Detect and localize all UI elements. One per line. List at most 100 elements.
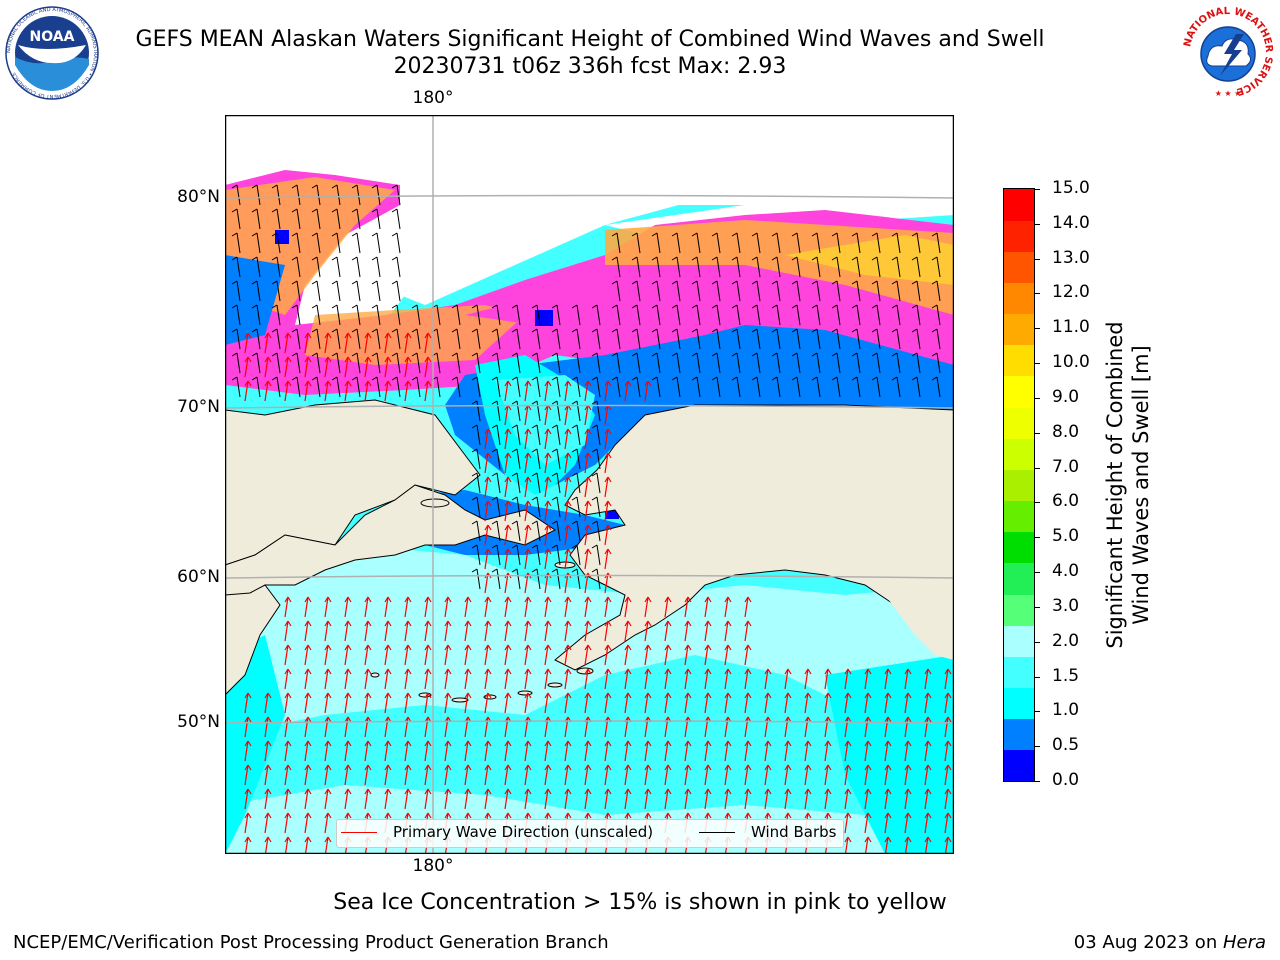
wave-arrow [504, 548, 512, 570]
wave-arrow [564, 788, 572, 810]
wave-arrow [304, 764, 312, 786]
wind-barb [691, 304, 701, 326]
wind-barb [551, 304, 561, 326]
wind-barb [531, 448, 541, 470]
legend-wave-swatch [341, 831, 377, 833]
wind-barb [551, 496, 561, 518]
wave-arrow [564, 428, 572, 450]
wave-arrow [664, 644, 672, 666]
wave-arrow [744, 644, 752, 666]
wind-barb [331, 352, 341, 374]
colorbar-segment [1004, 500, 1034, 533]
wave-arrow [764, 692, 772, 714]
wave-arrow [284, 620, 292, 642]
wave-arrow [924, 788, 932, 810]
wave-arrow [524, 644, 532, 666]
wave-arrow [884, 716, 892, 738]
wind-barb [551, 448, 561, 470]
wind-barb [391, 184, 401, 206]
colorbar-title-line2: Wind Waves and Swell [m] [1129, 345, 1153, 625]
wave-arrow [644, 620, 652, 642]
wind-barb [531, 520, 541, 542]
wind-barb [771, 280, 781, 302]
wind-barb [371, 280, 381, 302]
wave-arrow [944, 812, 952, 834]
wave-arrow [544, 788, 552, 810]
wind-barb [591, 400, 601, 422]
wave-arrow [684, 596, 692, 618]
chart-subtitle-run: 20230731 t06z 336h fcst Max: 2.93 [393, 54, 787, 79]
wind-barb [811, 232, 821, 254]
colorbar-tick-label: 1.5 [1052, 665, 1080, 686]
wind-barb [531, 424, 541, 446]
wave-arrow [244, 716, 252, 738]
wind-barb [351, 328, 361, 350]
wave-arrow [584, 692, 592, 714]
wind-barb [371, 232, 381, 254]
wave-arrow [744, 764, 752, 786]
colorbar-title: Significant Height of Combined Wind Wave… [1102, 285, 1154, 685]
colorbar-segment [1004, 251, 1034, 283]
wave-arrow [404, 740, 412, 762]
wave-arrow [484, 500, 492, 522]
wave-arrow [504, 740, 512, 762]
wave-arrow [244, 740, 252, 762]
lon-label-bottom: 180° [412, 856, 454, 876]
wave-arrow [524, 548, 532, 570]
wave-arrow [404, 620, 412, 642]
wind-barb [331, 304, 341, 326]
colorbar-segment [1004, 625, 1034, 657]
wind-barb [851, 256, 861, 278]
wave-arrow [604, 692, 612, 714]
wave-arrow [524, 764, 532, 786]
wind-barb [511, 424, 521, 446]
wave-arrow [744, 788, 752, 810]
wave-arrow [904, 812, 912, 834]
wave-arrow [364, 356, 372, 378]
wind-barb [871, 376, 881, 398]
wave-arrow [464, 764, 472, 786]
wind-barb [911, 328, 921, 350]
wave-arrow [364, 596, 372, 618]
wind-barb [231, 232, 241, 254]
wind-barb [891, 304, 901, 326]
wave-arrow [944, 788, 952, 810]
wind-barb [571, 424, 581, 446]
wind-barb [791, 352, 801, 374]
wind-barb [791, 256, 801, 278]
wind-barb [831, 256, 841, 278]
wind-barb [351, 256, 361, 278]
colorbar-tick-label: 0.0 [1052, 770, 1080, 790]
wind-barb [791, 328, 801, 350]
wind-barb [251, 232, 261, 254]
wave-arrow [764, 740, 772, 762]
wave-arrow [544, 428, 552, 450]
colorbar-tick [1034, 223, 1040, 225]
wind-barb [751, 352, 761, 374]
wave-arrow [324, 644, 332, 666]
wind-barb [251, 304, 261, 326]
wind-barb [491, 400, 501, 422]
wave-arrow [364, 380, 372, 402]
wind-barb [751, 328, 761, 350]
wave-arrow [684, 668, 692, 690]
wave-arrow [884, 812, 892, 834]
wind-barb [631, 280, 641, 302]
wave-arrow [604, 740, 612, 762]
wave-arrow [464, 788, 472, 810]
colorbar-tick [1034, 467, 1040, 469]
wave-arrow [844, 764, 852, 786]
wind-barb [251, 376, 261, 398]
wave-arrow [804, 764, 812, 786]
wave-arrow [584, 524, 592, 546]
wave-arrow [304, 620, 312, 642]
wind-barb [671, 304, 681, 326]
wind-barb [671, 232, 681, 254]
wave-arrow [584, 644, 592, 666]
wave-arrow [864, 788, 872, 810]
wave-arrow [304, 596, 312, 618]
wave-arrow [564, 644, 572, 666]
wave-arrow [504, 452, 512, 474]
wave-arrow [364, 740, 372, 762]
wave-arrow [284, 332, 292, 354]
